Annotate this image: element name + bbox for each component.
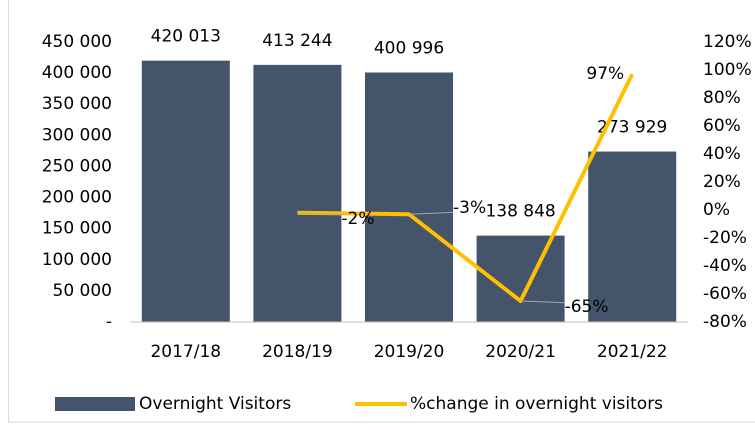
y2-tick-label: 100% [703,60,752,80]
x-tick-label: 2020/21 [485,342,556,362]
y-tick-label: 300 000 [42,125,112,145]
bar [141,60,230,323]
y-tick-label: 250 000 [42,156,112,176]
bar [253,64,342,323]
line-value-label: -2% [341,209,374,229]
line-value-label: 97% [586,64,624,84]
line-value-label: -3% [453,198,486,218]
x-tick-label: 2021/22 [597,342,668,362]
bar-value-label: 413 244 [262,31,332,51]
y2-tick-label: 80% [703,88,741,108]
leader-line [297,212,342,216]
y-tick-label: 100 000 [42,250,112,270]
y2-tick-label: 20% [703,172,741,192]
legend-swatch [55,397,135,411]
x-tick-label: 2018/19 [262,342,333,362]
line [297,73,634,303]
y2-tick-label: -40% [703,256,747,276]
y-tick-label: 50 000 [53,281,112,301]
bar [588,151,677,322]
leader-line [408,211,454,215]
y2-tick-label: 40% [703,144,741,164]
y2-tick-label: 0% [703,200,730,220]
y-tick-label: 350 000 [42,94,112,114]
bar [365,72,453,322]
legend-label: %change in overnight visitors [410,394,663,414]
y-tick-label: 200 000 [42,188,112,208]
chart-frame [8,0,755,423]
x-tick-label: 2017/18 [150,342,221,362]
line-value-label: -65% [565,297,609,317]
y-tick-label: 150 000 [42,219,112,239]
y2-tick-label: -20% [703,228,747,248]
bar-value-label: 420 013 [151,27,221,47]
legend-label: Overnight Visitors [139,394,291,414]
y-tick-label: 450 000 [42,32,112,52]
y-tick-label: - [106,312,112,332]
y2-tick-label: -60% [703,284,747,304]
bar-value-label: 273 929 [597,118,667,138]
x-tick-label: 2019/20 [374,342,445,362]
y2-tick-label: 120% [703,32,752,52]
y-tick-label: 400 000 [42,63,112,83]
y2-tick-label: -80% [703,312,747,332]
bar-value-label: 138 848 [485,202,555,222]
bar-value-label: 400 996 [374,38,444,58]
leader-line [520,300,565,304]
y2-tick-label: 60% [703,116,741,136]
